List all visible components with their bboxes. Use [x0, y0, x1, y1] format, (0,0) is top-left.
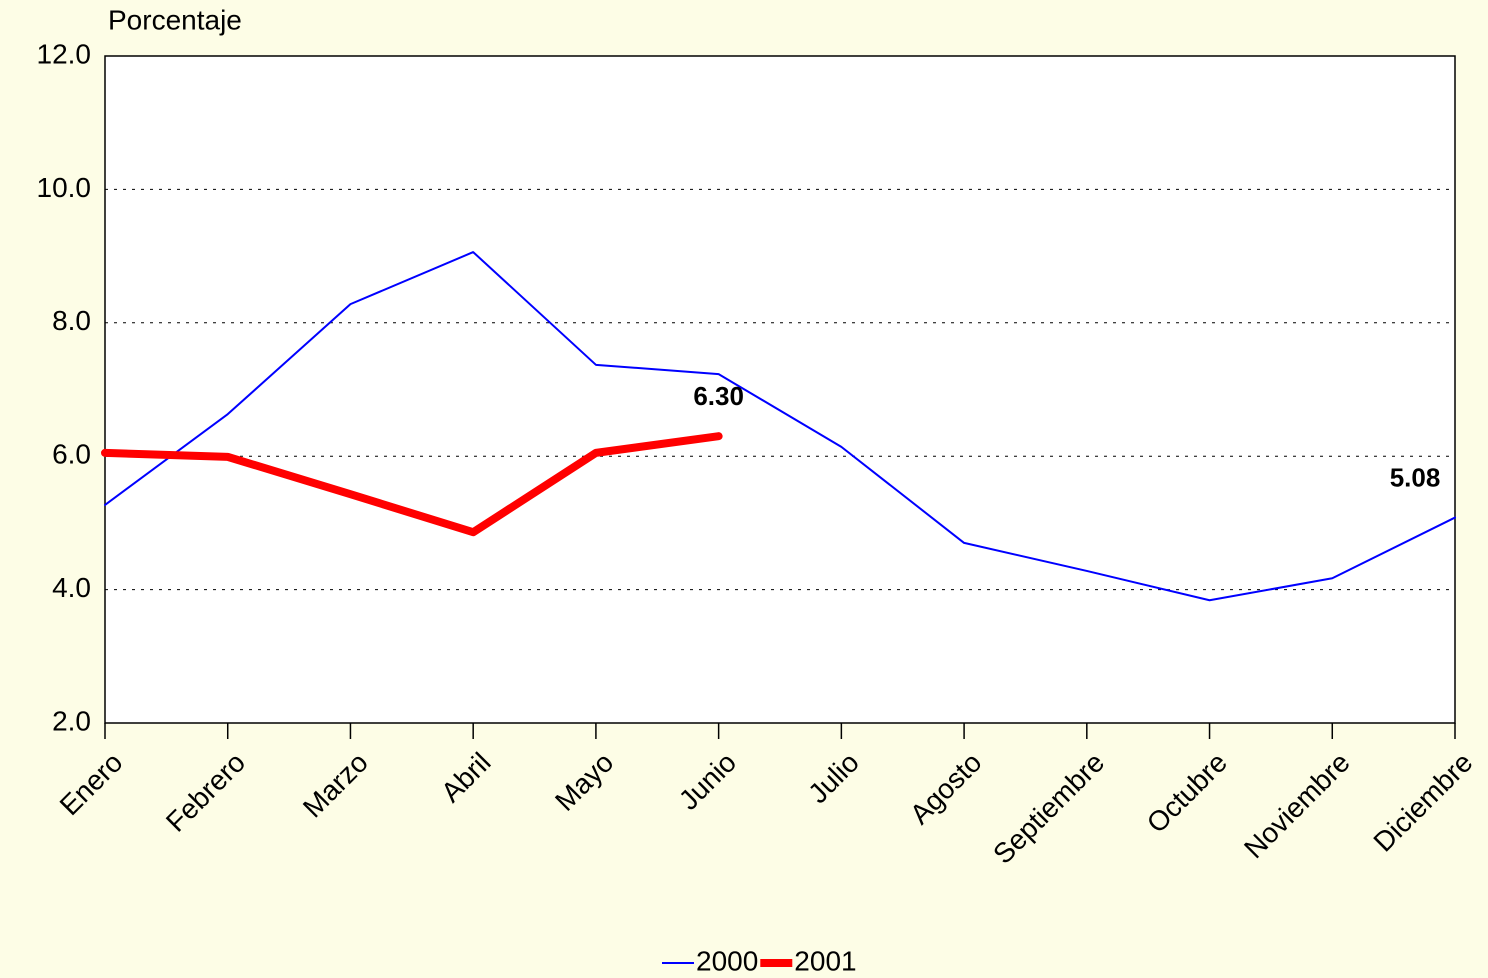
y-axis-label: Porcentaje [108, 4, 242, 35]
legend-label: 2000 [696, 945, 758, 976]
y-tick-label: 12.0 [37, 38, 92, 69]
y-tick-label: 2.0 [52, 705, 91, 736]
x-tick-label: Febrero [160, 747, 251, 838]
y-tick-label: 4.0 [52, 572, 91, 603]
series-line [104, 251, 1456, 602]
x-tick-label: Junio [673, 747, 742, 816]
x-tick-label: Noviembre [1238, 747, 1356, 865]
x-tick-label: Mayo [549, 747, 619, 817]
x-tick-label: Julio [802, 747, 865, 810]
x-tick-label: Octubre [1141, 747, 1233, 839]
series-line [101, 432, 723, 537]
legend-label: 2001 [794, 945, 856, 976]
x-tick-label: Agosto [904, 747, 988, 831]
plot-area [104, 55, 1456, 724]
x-tick-label: Abril [435, 747, 497, 809]
x-tick-label: Enero [54, 747, 129, 822]
x-tick-label: Septiembre [987, 747, 1110, 870]
y-tick-label: 6.0 [52, 439, 91, 470]
value-label: 6.30 [693, 381, 744, 411]
x-tick-label: Marzo [297, 747, 374, 824]
value-label: 5.08 [1390, 462, 1441, 492]
y-tick-label: 8.0 [52, 305, 91, 336]
x-tick-label: Diciembre [1367, 747, 1478, 858]
y-tick-label: 10.0 [37, 172, 92, 203]
